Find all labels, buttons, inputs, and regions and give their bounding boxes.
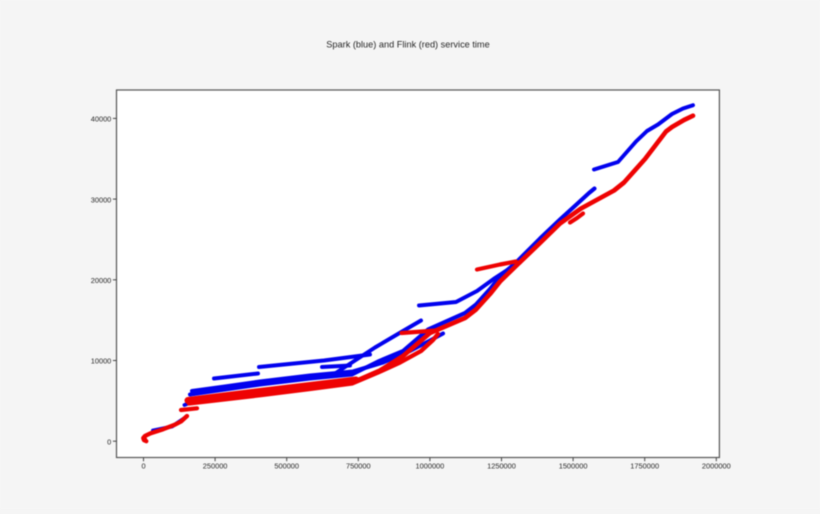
- svg-text:20000: 20000: [91, 276, 112, 285]
- svg-text:2000000: 2000000: [702, 462, 731, 471]
- svg-text:0: 0: [107, 437, 111, 446]
- svg-text:40000: 40000: [91, 115, 112, 124]
- svg-text:500000: 500000: [274, 462, 299, 471]
- svg-text:10000: 10000: [91, 357, 112, 366]
- svg-text:1500000: 1500000: [559, 462, 588, 471]
- svg-text:1750000: 1750000: [630, 462, 659, 471]
- svg-text:250000: 250000: [203, 462, 228, 471]
- svg-text:750000: 750000: [346, 462, 371, 471]
- svg-text:1000000: 1000000: [416, 462, 445, 471]
- svg-text:0: 0: [141, 462, 145, 471]
- svg-text:Spark (blue) and Flink (red) s: Spark (blue) and Flink (red) service tim…: [326, 40, 489, 50]
- svg-text:30000: 30000: [91, 195, 112, 204]
- svg-text:1250000: 1250000: [487, 462, 516, 471]
